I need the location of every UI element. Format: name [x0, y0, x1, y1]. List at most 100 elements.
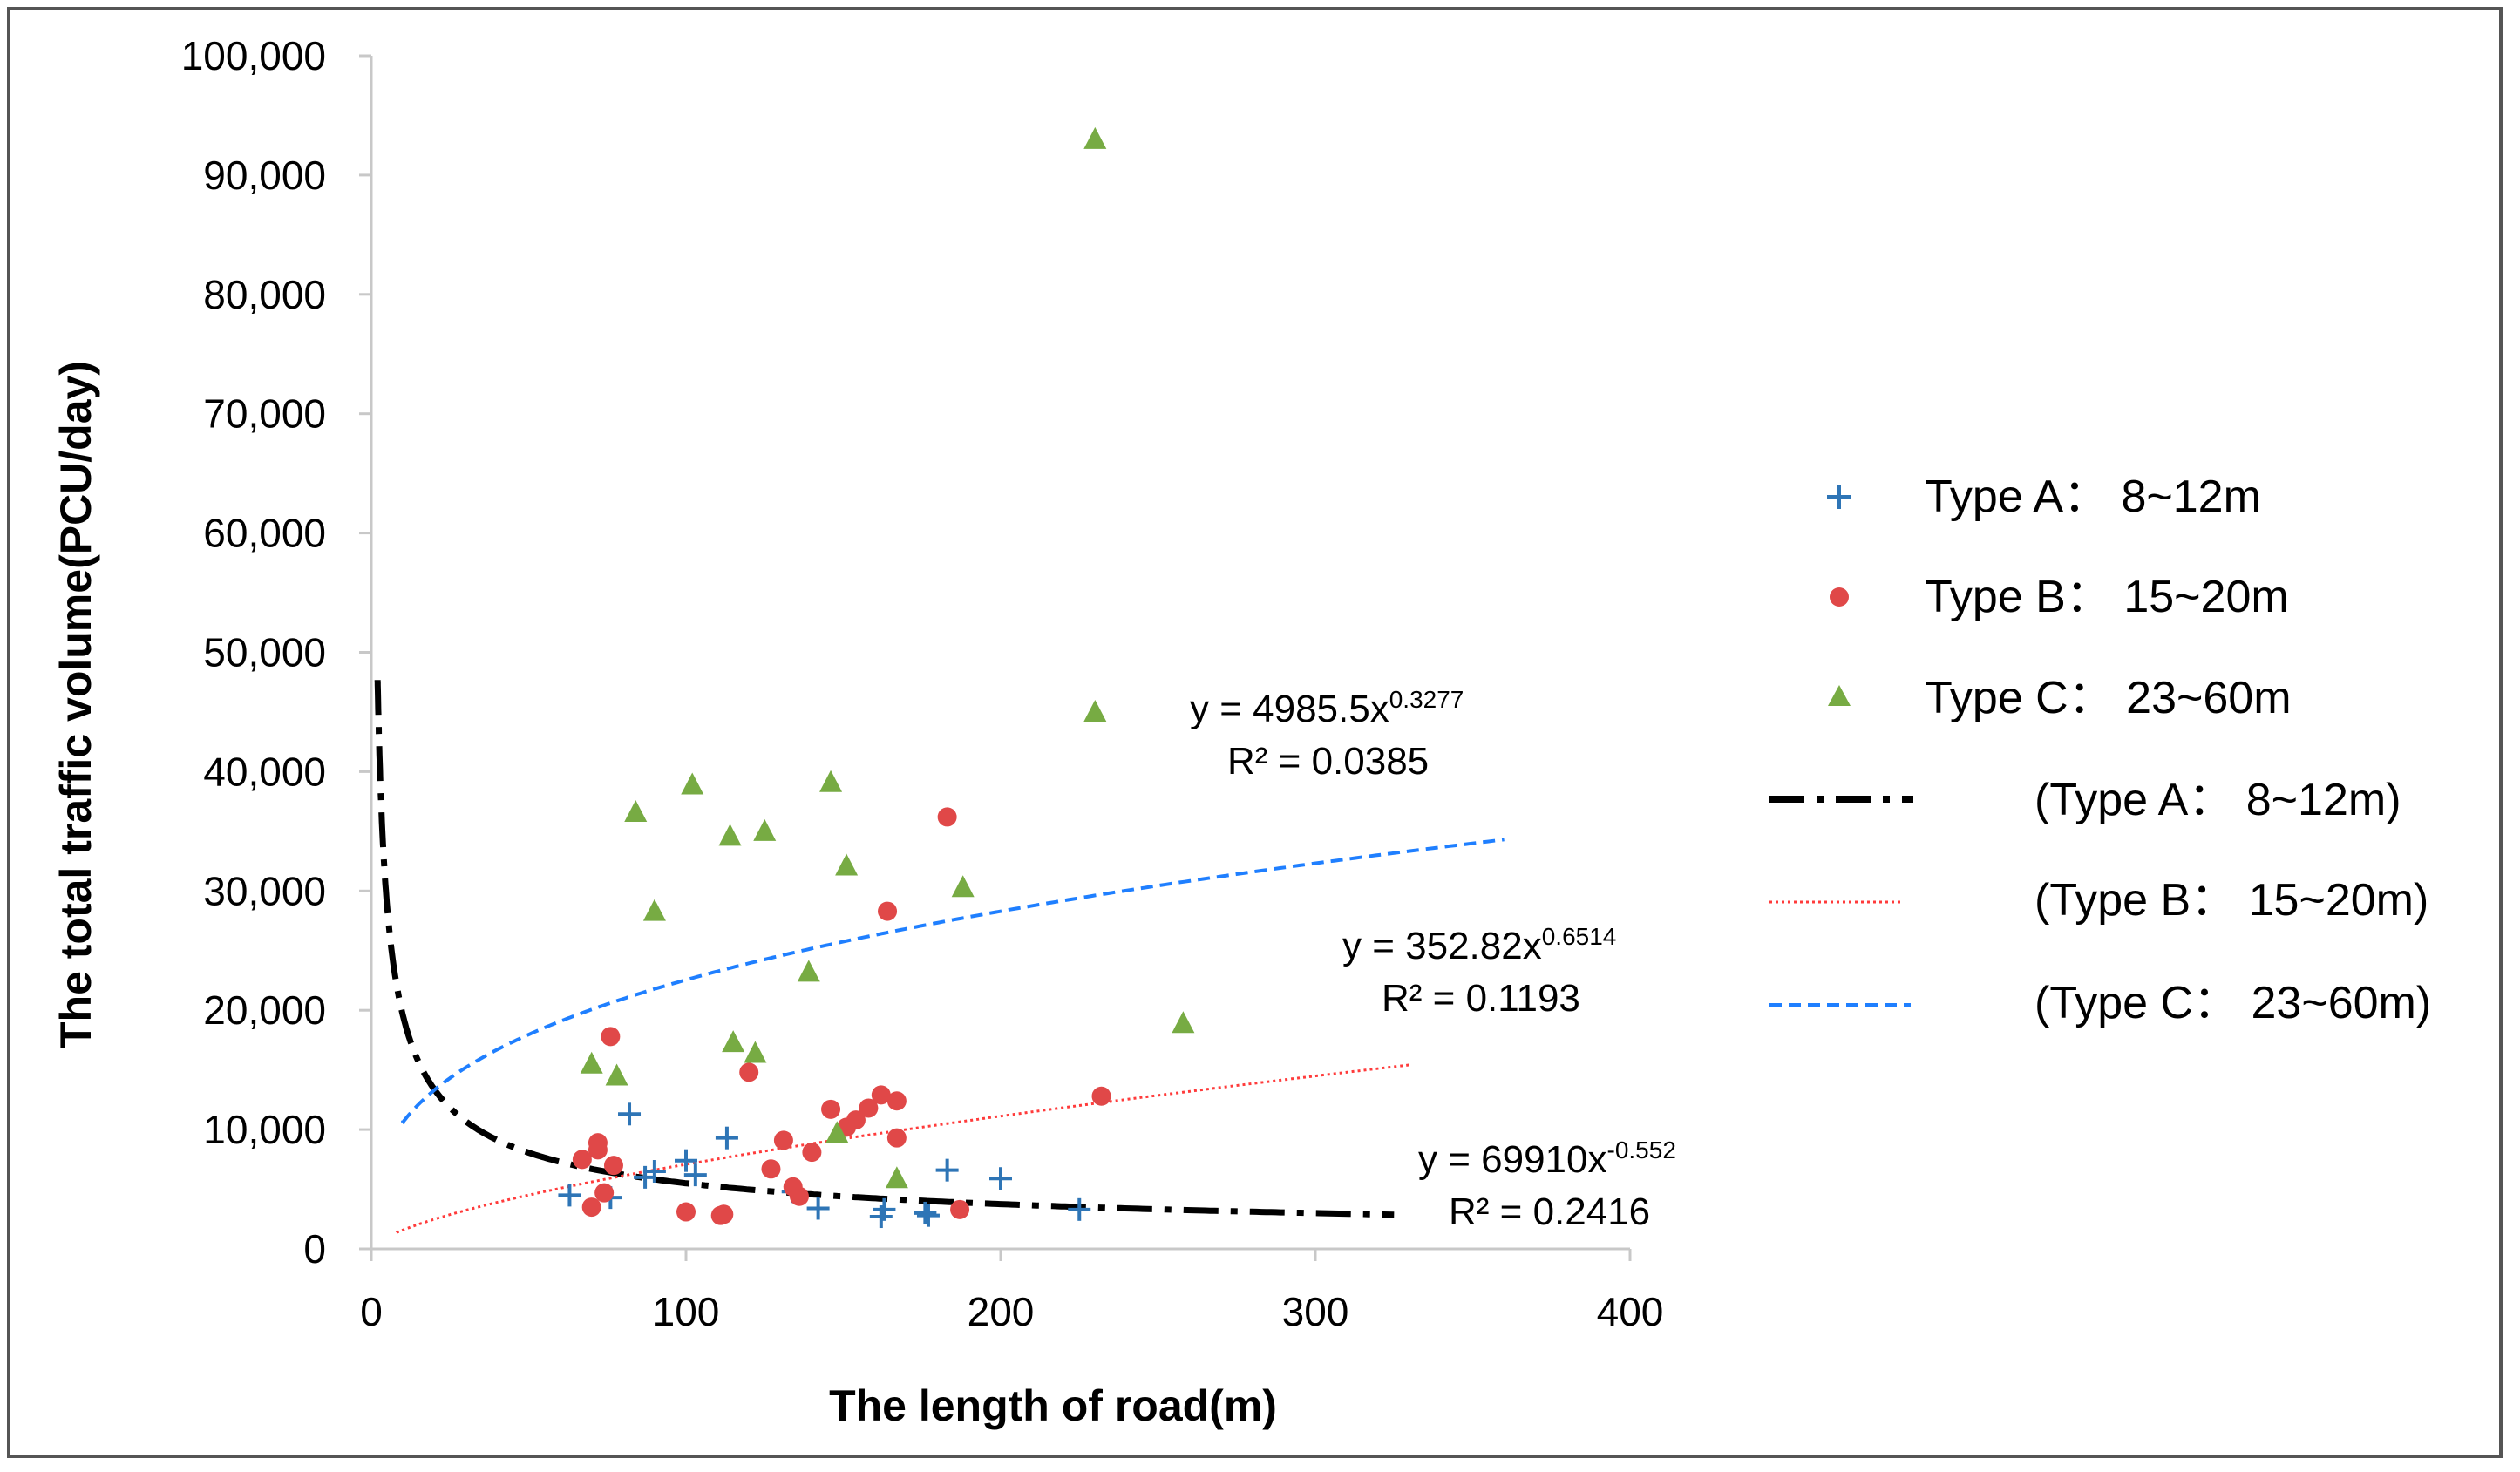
- y-tick-labels: 0 10,000 20,000 30,000 40,000 50,000 60,000 70,…: [181, 33, 326, 1272]
- y-tick-label: 40,000: [203, 749, 326, 794]
- equation-text: y = 4985.5x: [1190, 688, 1389, 730]
- legend-label: (Type C： 23~60m): [2034, 978, 2431, 1028]
- y-tick-label: 90,000: [203, 153, 326, 198]
- type-b-point: [871, 1085, 891, 1105]
- equation-exponent: 0.3277: [1389, 686, 1464, 713]
- y-tick-label: 60,000: [203, 511, 326, 556]
- legend-entry-trend-c: (Type C： 23~60m): [1769, 978, 2431, 1028]
- type-a-point: [873, 1197, 896, 1221]
- type-c-point: [1083, 126, 1107, 149]
- trendline-dotted: [395, 1063, 1410, 1234]
- legend-entry-type-a: Type A： 8~12m: [1827, 471, 2261, 522]
- type-b-point: [789, 1186, 809, 1206]
- r-squared-text: R² = 0.2416: [1449, 1190, 1650, 1233]
- type-a-point: [715, 1126, 738, 1150]
- type-a-point: [806, 1197, 830, 1220]
- equation-exponent: -0.552: [1607, 1136, 1676, 1163]
- svg-text:y = 352.82x0.6514: y = 352.82x0.6514: [1342, 923, 1616, 967]
- x-tick-labels: 0 100 200 300 400: [360, 1289, 1663, 1334]
- type-a-point: [914, 1201, 937, 1224]
- trendline-dash-dot: [374, 680, 1395, 1218]
- type-b-point: [676, 1202, 696, 1222]
- type-b-point: [739, 1062, 759, 1082]
- type-b-point: [859, 1098, 879, 1118]
- type-b-point: [714, 1204, 734, 1224]
- type-b-point: [950, 1199, 970, 1219]
- y-tick-label: 80,000: [203, 272, 326, 317]
- legend-entry-trend-b: (Type B： 15~20m): [1769, 875, 2428, 926]
- type-c-point: [797, 960, 820, 982]
- legend-entry-trend-a: (Type A： 8~12m): [1769, 775, 2401, 825]
- type-b-point: [821, 1099, 841, 1119]
- legend-label: (Type B： 15~20m): [2034, 875, 2428, 926]
- y-tick-label: 0: [303, 1226, 326, 1272]
- trendlines: [374, 680, 1505, 1234]
- type-b-point: [773, 1130, 793, 1150]
- type-c-point: [825, 1121, 849, 1143]
- legend: Type A： 8~12m Type B： 15~20m Type C： 23~…: [1769, 471, 2431, 1028]
- type-c-point: [722, 1030, 745, 1053]
- type-c-point: [605, 1063, 628, 1086]
- y-tick-label: 30,000: [203, 868, 326, 913]
- type-b-point: [601, 1027, 621, 1047]
- type-b-point: [878, 901, 898, 921]
- type-c-point: [1083, 699, 1107, 722]
- type-b-point: [603, 1156, 623, 1176]
- type-c-point: [718, 824, 742, 846]
- x-tick-label: 100: [653, 1289, 720, 1334]
- trendline-equation-type-c: y = 4985.5x0.3277 R² = 0.0385: [1190, 686, 1464, 783]
- legend-label: Type C： 23~60m: [1925, 673, 2292, 723]
- svg-text:y = 4985.5x0.3277: y = 4985.5x0.3277: [1190, 686, 1464, 730]
- type-b-point: [802, 1143, 822, 1163]
- type-c-point: [885, 1166, 908, 1189]
- x-axis-label: The length of road(m): [829, 1381, 1277, 1430]
- type-c-point: [624, 799, 648, 822]
- type-c-point: [744, 1041, 767, 1063]
- type-c-point: [681, 772, 704, 795]
- type-b-point: [581, 1197, 601, 1218]
- type-c-point: [1172, 1011, 1195, 1034]
- type-a-point: [618, 1102, 642, 1126]
- type-b-point: [886, 1091, 907, 1111]
- r-squared-text: R² = 0.0385: [1227, 740, 1429, 783]
- type-a-point: [1068, 1197, 1091, 1221]
- legend-label: (Type A： 8~12m): [2034, 775, 2401, 825]
- legend-entry-type-b: Type B： 15~20m: [1830, 572, 2289, 622]
- type-c-point: [642, 899, 666, 921]
- y-tick-label: 100,000: [181, 33, 326, 78]
- type-a-point: [989, 1167, 1012, 1190]
- equation-text: y = 69910x: [1418, 1138, 1607, 1181]
- type-b-point: [937, 807, 957, 827]
- type-a-point: [916, 1204, 940, 1227]
- y-tick-label: 50,000: [203, 630, 326, 675]
- chart-frame: [7, 7, 2503, 1458]
- plus-marker-icon: [1827, 485, 1851, 509]
- triangle-marker-icon: [1828, 685, 1851, 706]
- type-c-point: [951, 875, 975, 898]
- type-c-point: [819, 770, 843, 792]
- equation-exponent: 0.6514: [1542, 923, 1617, 950]
- legend-entry-type-c: Type C： 23~60m: [1828, 673, 2292, 723]
- type-a-point: [683, 1163, 707, 1187]
- type-a-point: [935, 1158, 959, 1182]
- type-a-point: [558, 1184, 581, 1207]
- data-points: [558, 126, 1195, 1229]
- type-a-point: [642, 1160, 666, 1184]
- type-b-point: [594, 1183, 615, 1203]
- svg-text:y = 69910x-0.552: y = 69910x-0.552: [1418, 1136, 1676, 1181]
- y-tick-label: 10,000: [203, 1107, 326, 1152]
- type-c-point: [835, 853, 859, 876]
- y-tick-label: 20,000: [203, 987, 326, 1033]
- type-b-point: [846, 1110, 866, 1130]
- circle-marker-icon: [1830, 587, 1849, 607]
- legend-label: Type A： 8~12m: [1925, 471, 2261, 522]
- y-axis-label: The total traffic volume(PCU/day): [51, 361, 100, 1048]
- x-tick-label: 400: [1597, 1289, 1664, 1334]
- y-tick-label: 70,000: [203, 391, 326, 437]
- type-b-point: [886, 1128, 907, 1148]
- type-b-point: [588, 1140, 608, 1160]
- type-b-point: [572, 1150, 592, 1170]
- type-c-point: [753, 818, 777, 841]
- x-tick-label: 200: [968, 1289, 1035, 1334]
